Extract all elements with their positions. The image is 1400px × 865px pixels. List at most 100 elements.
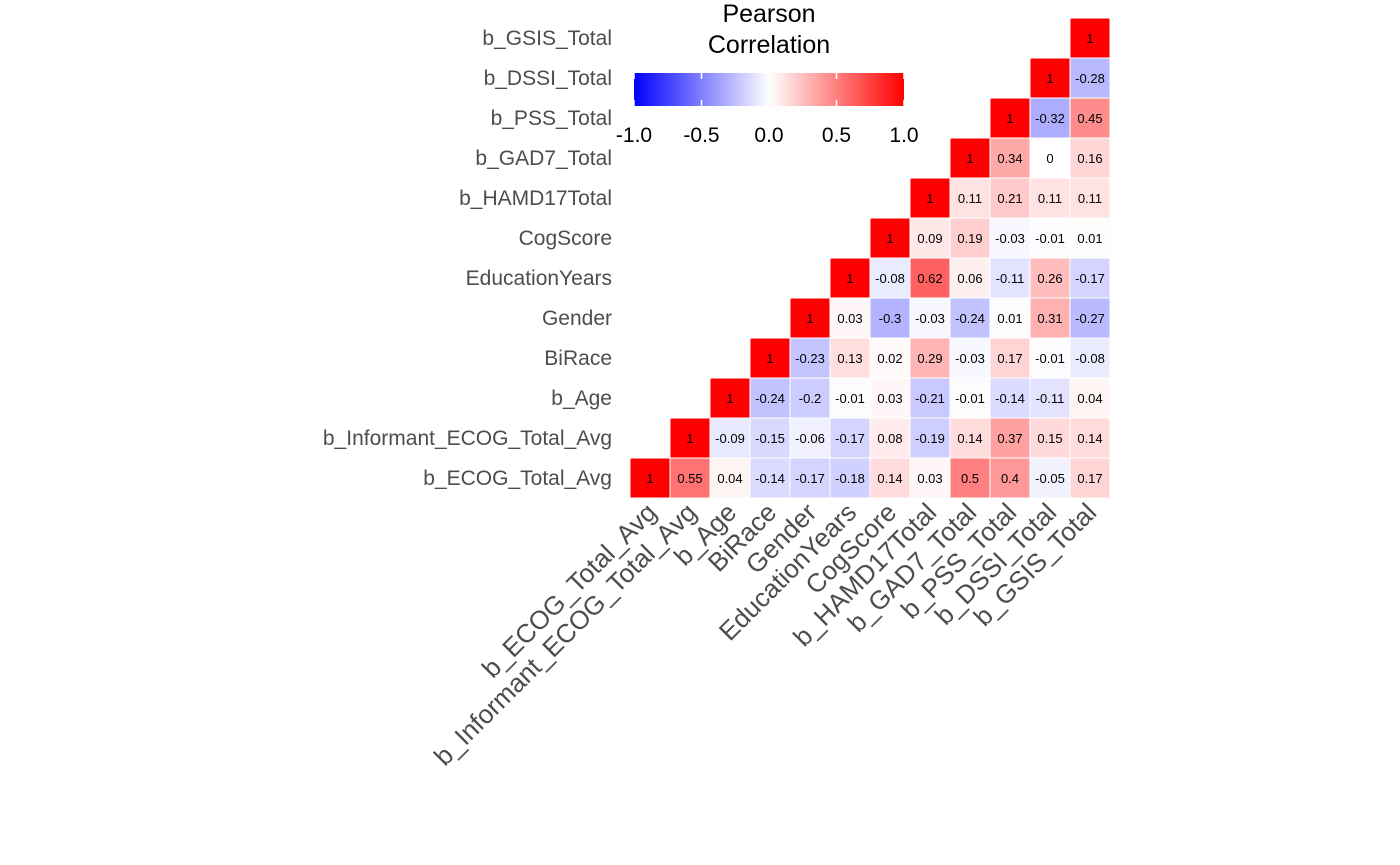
heatmap-cell (989, 297, 1031, 339)
cell-value-label: -0.3 (879, 311, 901, 326)
cell-value-label: -0.06 (795, 431, 825, 446)
cell-value-label: 1 (846, 271, 853, 286)
cell-value-label: 0.11 (1038, 191, 1062, 206)
heatmap-cell (629, 457, 671, 499)
heatmap-cell (1029, 137, 1071, 179)
heatmap-cell (1069, 457, 1111, 499)
cell-value-label: -0.14 (755, 471, 785, 486)
cell-value-label: 0.01 (997, 311, 1022, 326)
cell-value-label: -0.32 (1035, 111, 1065, 126)
y-tick-label: b_GAD7_Total (475, 147, 612, 170)
cell-value-label: 0.45 (1077, 111, 1102, 126)
y-tick-label: EducationYears (466, 267, 612, 290)
heatmap-cell (949, 177, 991, 219)
cell-value-label: -0.2 (799, 391, 821, 406)
cell-value-label: 0.08 (877, 431, 902, 446)
heatmap-cell (669, 417, 711, 459)
legend-tick-label: -1.0 (616, 124, 652, 147)
cell-value-label: -0.01 (835, 391, 865, 406)
heatmap-cell (989, 137, 1031, 179)
heatmap-cell (1069, 337, 1111, 379)
y-tick-label: b_HAMD17Total (459, 187, 612, 210)
heatmap-cell (869, 457, 911, 499)
cell-value-label: 0.14 (957, 431, 982, 446)
heatmap-cell (1069, 97, 1111, 139)
y-tick-label: b_DSSI_Total (484, 67, 612, 90)
heatmap-cell (829, 377, 871, 419)
heatmap-cell (989, 97, 1031, 139)
heatmap-cell (1029, 297, 1071, 339)
cell-value-label: 0.26 (1037, 271, 1062, 286)
cell-value-label: 0.04 (717, 471, 742, 486)
heatmap-cell (1069, 297, 1111, 339)
cell-value-label: -0.05 (1035, 471, 1065, 486)
cell-value-label: 0.03 (877, 391, 902, 406)
heatmap-cell (949, 417, 991, 459)
cell-value-label: -0.17 (835, 431, 865, 446)
cell-value-label: -0.01 (1035, 231, 1065, 246)
heatmap-cell (1029, 337, 1071, 379)
cell-value-label: 0.04 (1077, 391, 1102, 406)
cell-value-label: 1 (886, 231, 893, 246)
cell-value-label: 0.34 (997, 151, 1022, 166)
cell-value-label: 1 (686, 431, 693, 446)
heatmap-cell (709, 377, 751, 419)
cell-value-label: 0.14 (877, 471, 902, 486)
cell-value-label: -0.18 (835, 471, 865, 486)
cell-value-label: -0.03 (915, 311, 945, 326)
heatmap-cell (949, 137, 991, 179)
cell-value-label: 0.09 (917, 231, 942, 246)
cell-value-label: -0.11 (1036, 391, 1065, 406)
cell-value-label: 1 (766, 351, 773, 366)
cell-value-label: -0.21 (915, 391, 945, 406)
heatmap-cell (749, 417, 791, 459)
cell-value-label: 1 (966, 151, 973, 166)
heatmap-cell (1069, 137, 1111, 179)
cell-value-label: 0.01 (1077, 231, 1102, 246)
heatmap-cell (949, 257, 991, 299)
heatmap-cell (989, 417, 1031, 459)
cell-value-label: 0.37 (997, 431, 1022, 446)
heatmap-cell (909, 177, 951, 219)
heatmap-cell (829, 297, 871, 339)
legend-title-line1: Pearson (722, 0, 815, 28)
cell-value-label: 1 (1006, 111, 1013, 126)
cell-value-label: -0.24 (955, 311, 985, 326)
cell-value-label: 0.4 (1001, 471, 1019, 486)
cell-value-label: 0.55 (677, 471, 702, 486)
heatmap-cell (669, 457, 711, 499)
cell-value-label: -0.17 (1075, 271, 1105, 286)
y-tick-label: b_ECOG_Total_Avg (423, 467, 612, 490)
heatmap-cell (989, 177, 1031, 219)
cell-value-label: 1 (726, 391, 733, 406)
cell-value-label: -0.01 (955, 391, 985, 406)
cell-value-label: 1 (1086, 31, 1093, 46)
cell-value-label: 0.5 (961, 471, 979, 486)
cell-value-label: -0.28 (1075, 71, 1105, 86)
cell-value-label: 0.31 (1037, 311, 1062, 326)
heatmap-cell (1029, 457, 1071, 499)
y-tick-label: b_GSIS_Total (482, 27, 612, 50)
cell-value-label: 0.02 (877, 351, 902, 366)
cell-value-label: -0.08 (1075, 351, 1105, 366)
heatmap-cell (949, 377, 991, 419)
cell-value-label: 0.11 (1078, 191, 1102, 206)
cell-value-label: 0.11 (958, 191, 982, 206)
y-tick-label: CogScore (519, 227, 612, 250)
legend-ticks: -1.0 -0.5 0.0 0.5 1.0 (616, 73, 919, 147)
heatmap-cell (1069, 417, 1111, 459)
cell-value-label: 0.17 (1077, 471, 1102, 486)
heatmap-cell (829, 457, 871, 499)
cell-value-label: 0.13 (837, 351, 862, 366)
legend-tick-label: 0.5 (822, 124, 851, 147)
heatmap-cell (829, 337, 871, 379)
y-tick-label: Gender (542, 307, 612, 330)
cell-value-label: 0.19 (957, 231, 982, 246)
heatmap-cell (829, 417, 871, 459)
cell-value-label: 0.06 (957, 271, 982, 286)
cell-value-label: 0.29 (917, 351, 942, 366)
cell-value-label: -0.17 (795, 471, 825, 486)
cell-value-label: -0.15 (755, 431, 785, 446)
cell-value-label: 0.03 (837, 311, 862, 326)
